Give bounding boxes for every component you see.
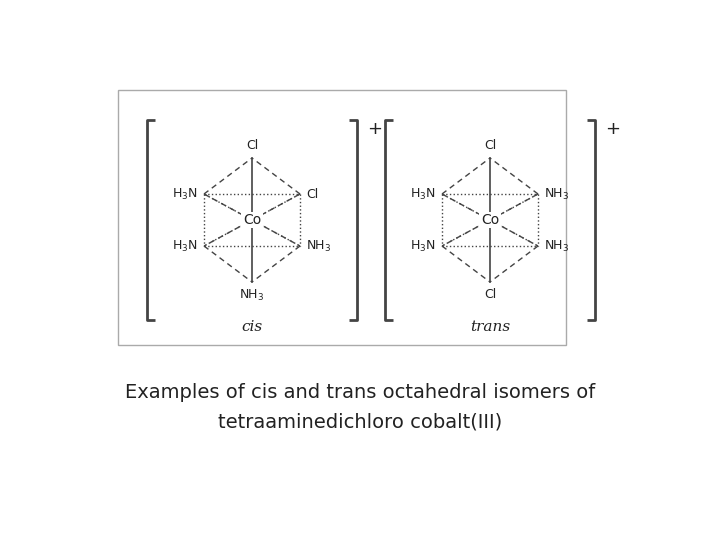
Text: NH$_3$: NH$_3$ bbox=[544, 239, 570, 254]
Text: H$_3$N: H$_3$N bbox=[172, 186, 198, 201]
Text: NH$_3$: NH$_3$ bbox=[306, 239, 331, 254]
Text: Cl: Cl bbox=[484, 139, 496, 152]
Text: Cl: Cl bbox=[246, 139, 258, 152]
Text: Co: Co bbox=[481, 213, 499, 227]
Text: NH$_3$: NH$_3$ bbox=[239, 288, 265, 303]
Text: NH$_3$: NH$_3$ bbox=[544, 186, 570, 201]
Text: H$_3$N: H$_3$N bbox=[172, 239, 198, 254]
Text: cis: cis bbox=[241, 320, 263, 334]
Text: H$_3$N: H$_3$N bbox=[410, 186, 436, 201]
Text: Examples of cis and trans octahedral isomers of: Examples of cis and trans octahedral iso… bbox=[125, 382, 595, 402]
Text: H$_3$N: H$_3$N bbox=[410, 239, 436, 254]
Text: trans: trans bbox=[470, 320, 510, 334]
Text: Cl: Cl bbox=[306, 187, 318, 200]
FancyBboxPatch shape bbox=[118, 90, 566, 345]
Text: tetraaminedichloro cobalt(III): tetraaminedichloro cobalt(III) bbox=[218, 413, 502, 431]
Text: +: + bbox=[367, 120, 382, 138]
Text: Cl: Cl bbox=[484, 288, 496, 301]
Text: Co: Co bbox=[243, 213, 261, 227]
Text: +: + bbox=[605, 120, 620, 138]
